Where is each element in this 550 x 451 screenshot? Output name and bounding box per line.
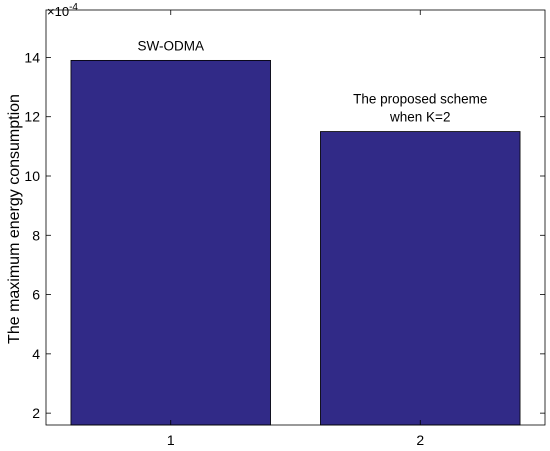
y-axis-ticks: 2 4 6 8 10 12 14 bbox=[24, 49, 545, 421]
bar-2 bbox=[320, 131, 521, 426]
y-axis-exponent-power: -4 bbox=[69, 2, 78, 13]
y-tick-label: 12 bbox=[24, 109, 40, 125]
x-tick-label: 2 bbox=[416, 432, 424, 448]
y-axis-label: The maximum energy consumption bbox=[6, 94, 23, 344]
y-tick-label: 6 bbox=[32, 287, 40, 303]
y-axis-exponent-base: ×10 bbox=[47, 4, 69, 19]
y-tick-label: 8 bbox=[32, 227, 40, 243]
y-tick-label: 4 bbox=[32, 346, 40, 362]
annotation-2-line-2: when K=2 bbox=[389, 110, 450, 125]
bars-group bbox=[70, 59, 521, 426]
bar-1 bbox=[70, 59, 271, 426]
plot-frame bbox=[45, 9, 546, 426]
annotation-2-line-1: The proposed scheme bbox=[353, 92, 487, 107]
annotations-group: SW-ODMA The proposed scheme when K=2 bbox=[138, 38, 488, 124]
y-tick-label: 14 bbox=[24, 49, 40, 65]
y-tick-label: 10 bbox=[24, 168, 40, 184]
x-tick-label: 1 bbox=[167, 432, 175, 448]
y-axis-exponent: ×10-4 bbox=[47, 2, 78, 19]
y-tick-label: 2 bbox=[32, 405, 40, 421]
annotation-1-line-1: SW-ODMA bbox=[138, 38, 205, 53]
